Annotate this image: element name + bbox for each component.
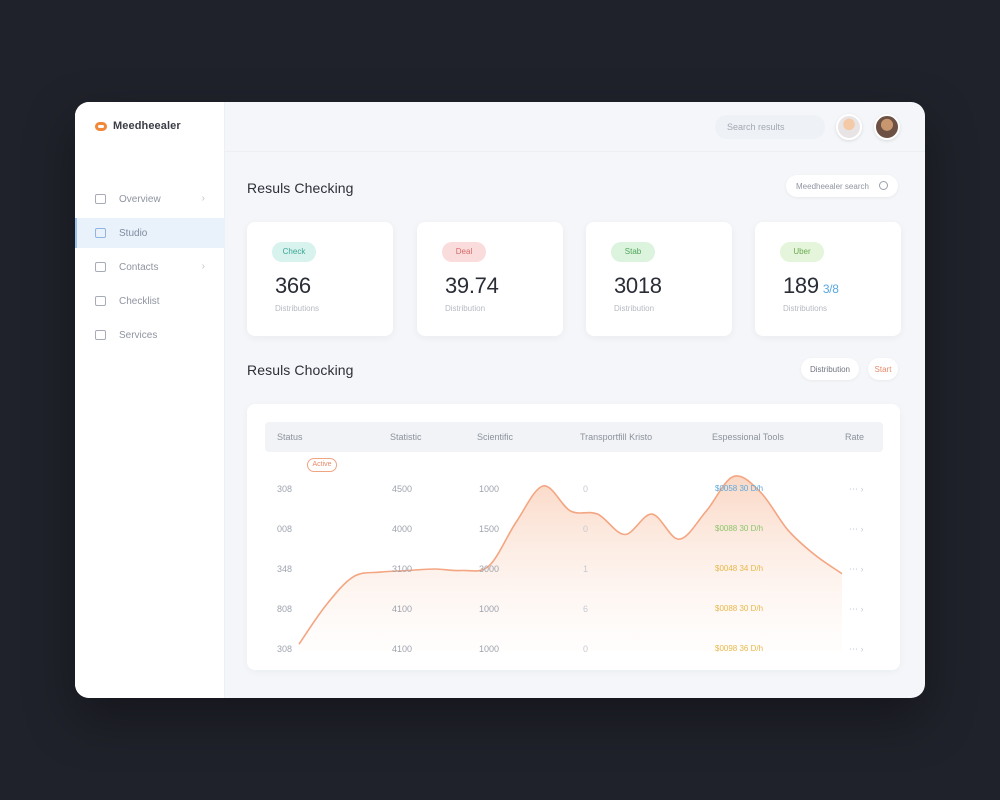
- distribution-button[interactable]: Distribution: [801, 358, 859, 380]
- table-link[interactable]: $0088 30 D/h: [715, 604, 764, 613]
- status-badge: Deal: [442, 242, 486, 262]
- list-icon: [95, 296, 106, 306]
- chevron-right-icon: ›: [201, 261, 205, 272]
- table-row[interactable]: 308 4500 1000 0 $0058 30 D/h ⋯ ›: [265, 470, 883, 510]
- sidebar-item-services[interactable]: Services: [75, 320, 225, 350]
- stat-card[interactable]: Check 366 Distributions: [247, 222, 393, 336]
- sidebar-item-contacts[interactable]: Contacts ›: [75, 252, 225, 282]
- chevron-right-icon: ›: [201, 193, 205, 204]
- table-row[interactable]: 808 4100 1000 6 $0088 30 D/h ⋯ ›: [265, 590, 883, 630]
- cloud-logo-icon: [95, 121, 107, 131]
- row-menu-icon[interactable]: ⋯ ›: [849, 564, 864, 574]
- table-cell: 808: [277, 604, 293, 614]
- stat-unit: 3/8: [822, 282, 839, 296]
- sidebar-item-checklist[interactable]: Checklist: [75, 286, 225, 316]
- stat-card[interactable]: Stab 3018 Distribution: [586, 222, 732, 336]
- search-icon: [879, 181, 888, 190]
- app-window: Meedheealer Overview › Studio Contacts ›…: [75, 102, 925, 698]
- row-menu-icon[interactable]: ⋯ ›: [849, 524, 864, 534]
- square-icon: [95, 194, 106, 204]
- table-cell: 0: [583, 644, 589, 654]
- table-cell: 4100: [392, 604, 413, 614]
- stat-card[interactable]: Deal 39.74 Distribution: [417, 222, 563, 336]
- start-button[interactable]: Start: [868, 358, 898, 380]
- column-header[interactable]: Transportfill Kristo: [580, 432, 653, 442]
- plus-box-icon: [95, 262, 106, 272]
- table-link[interactable]: $0088 30 D/h: [715, 524, 764, 533]
- stat-value: 189 3/8: [783, 273, 839, 298]
- stat-value: 3018: [614, 273, 662, 298]
- table-cell: 1500: [479, 524, 500, 534]
- stat-card[interactable]: Uber 189 3/8 Distributions: [755, 222, 901, 336]
- table-cell: 1: [583, 564, 589, 574]
- avatar[interactable]: [874, 114, 900, 140]
- sidebar-item-label: Services: [119, 329, 158, 341]
- column-header[interactable]: Scientific: [477, 432, 514, 442]
- row-menu-icon[interactable]: ⋯ ›: [849, 644, 864, 654]
- sidebar: Meedheealer Overview › Studio Contacts ›…: [75, 102, 225, 698]
- stat-caption: Distribution: [445, 304, 486, 313]
- monitor-icon: [95, 228, 106, 238]
- sidebar-item-label: Studio: [119, 227, 148, 239]
- status-badge: Check: [272, 242, 316, 262]
- table-link[interactable]: $0048 34 D/h: [715, 564, 764, 573]
- sidebar-item-studio[interactable]: Studio: [75, 218, 225, 248]
- table-cell: 308: [277, 484, 293, 494]
- stat-value: 39.74: [445, 273, 499, 298]
- table-link[interactable]: $0098 36 D/h: [715, 644, 764, 653]
- chart-area-fill: [299, 475, 842, 652]
- table-cell: 4000: [392, 524, 413, 534]
- sidebar-item-label: Overview: [119, 193, 161, 205]
- table-cell: 1000: [479, 644, 500, 654]
- page-title: Resuls Checking: [247, 180, 354, 196]
- table-row[interactable]: 308 4100 1000 0 $0098 36 D/h ⋯ ›: [265, 630, 883, 670]
- table-row[interactable]: 008 4000 1500 0 $0088 30 D/h ⋯ ›: [265, 510, 883, 550]
- results-area-chart: [298, 475, 843, 652]
- stat-value: 366: [275, 273, 311, 298]
- table-link[interactable]: $0058 30 D/h: [715, 484, 764, 493]
- table-cell: 1000: [479, 604, 500, 614]
- table-row[interactable]: 348 3100 3000 1 $0048 34 D/h ⋯ ›: [265, 550, 883, 590]
- row-menu-icon[interactable]: ⋯ ›: [849, 604, 864, 614]
- table-cell: 0: [583, 524, 589, 534]
- sidebar-nav: Overview › Studio Contacts › Checklist S…: [75, 184, 225, 354]
- table-cell: 308: [277, 644, 293, 654]
- results-search-button[interactable]: Meedheealer search: [786, 175, 898, 197]
- table-cell: 3000: [479, 564, 500, 574]
- table-cell: 4500: [392, 484, 413, 494]
- table-cell: 6: [583, 604, 589, 614]
- section-title: Resuls Chocking: [247, 362, 354, 378]
- results-table-panel: Status Statistic Scientific Transportfil…: [247, 404, 900, 670]
- top-bar: [225, 102, 925, 152]
- table-cell: 008: [277, 524, 293, 534]
- table-header: Status Statistic Scientific Transportfil…: [265, 422, 883, 452]
- stat-caption: Distribution: [614, 304, 655, 313]
- sidebar-item-label: Contacts: [119, 261, 159, 273]
- column-header[interactable]: Status: [277, 432, 303, 442]
- filter-chip[interactable]: Active: [307, 458, 337, 472]
- sidebar-item-label: Checklist: [119, 295, 160, 307]
- column-header[interactable]: Rate: [845, 432, 865, 442]
- table-cell: 348: [277, 564, 293, 574]
- table-cell: 1000: [479, 484, 500, 494]
- sidebar-item-overview[interactable]: Overview ›: [75, 184, 225, 214]
- column-header[interactable]: Statistic: [390, 432, 422, 442]
- search-label: Meedheealer search: [796, 181, 869, 191]
- table-cell: 4100: [392, 644, 413, 654]
- stat-caption: Distributions: [275, 304, 320, 313]
- avatar[interactable]: [836, 114, 862, 140]
- folder-icon: [95, 330, 106, 340]
- status-badge: Uber: [780, 242, 824, 262]
- stat-caption: Distributions: [783, 304, 828, 313]
- brand[interactable]: Meedheealer: [95, 120, 181, 132]
- search-input[interactable]: [715, 115, 825, 139]
- brand-name: Meedheealer: [113, 120, 181, 132]
- status-badge: Stab: [611, 242, 655, 262]
- table-cell: 3100: [392, 564, 413, 574]
- column-header[interactable]: Espessional Tools: [712, 432, 784, 442]
- table-cell: 0: [583, 484, 589, 494]
- chart-series-line: [298, 475, 843, 645]
- row-menu-icon[interactable]: ⋯ ›: [849, 484, 864, 494]
